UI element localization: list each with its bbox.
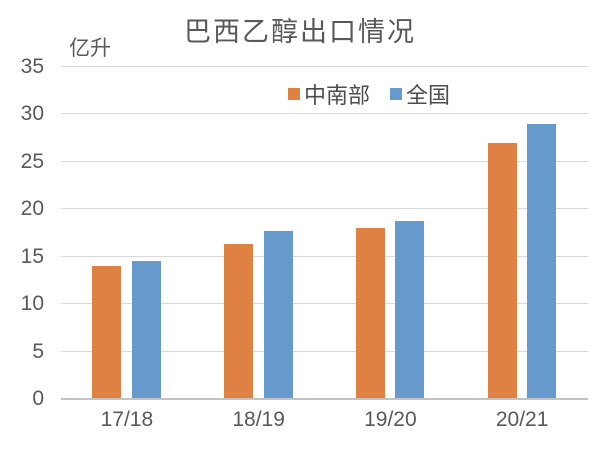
legend-label-national: 全国 bbox=[406, 83, 451, 108]
legend-label-central-south: 中南部 bbox=[304, 83, 371, 108]
gridline bbox=[61, 66, 588, 67]
y-tick-label: 0 bbox=[32, 387, 44, 410]
legend-item-central-south: 中南部 bbox=[288, 78, 370, 110]
gridline bbox=[61, 208, 588, 210]
x-tick-label: 19/20 bbox=[364, 408, 417, 431]
bar-national bbox=[263, 231, 293, 399]
bar-central-south bbox=[224, 244, 254, 399]
gridline bbox=[61, 113, 588, 115]
x-tick-label: 18/19 bbox=[232, 408, 285, 431]
plot-area bbox=[61, 66, 588, 400]
y-axis-unit-label: 亿升 bbox=[69, 36, 111, 60]
y-tick-label: 15 bbox=[20, 244, 44, 268]
legend: 中南部 全国 bbox=[288, 78, 450, 110]
x-axis-labels: 17/18 18/19 19/20 20/21 bbox=[61, 408, 588, 438]
bar-central-south bbox=[355, 228, 385, 399]
bar-central-south bbox=[92, 266, 122, 399]
y-tick-label: 30 bbox=[20, 102, 44, 126]
x-axis-baseline bbox=[61, 398, 588, 400]
bar-national bbox=[527, 123, 557, 399]
legend-swatch-national-icon bbox=[390, 88, 403, 100]
x-tick-label: 17/18 bbox=[100, 408, 154, 431]
gridline bbox=[61, 350, 588, 352]
gridline bbox=[61, 303, 588, 305]
x-tick-label: 20/21 bbox=[495, 408, 549, 431]
y-tick-label: 5 bbox=[32, 339, 44, 363]
bar-national bbox=[131, 261, 161, 399]
bar-central-south bbox=[487, 142, 517, 399]
y-tick-label: 35 bbox=[20, 55, 44, 78]
gridline bbox=[61, 160, 588, 162]
bar-national bbox=[395, 220, 425, 399]
chart-title: 巴西乙醇出口情况 bbox=[184, 17, 416, 47]
gridline bbox=[61, 255, 588, 257]
y-tick-label: 10 bbox=[20, 292, 44, 316]
legend-item-national: 全国 bbox=[390, 78, 450, 110]
legend-swatch-central-south-icon bbox=[288, 88, 300, 100]
y-axis-labels: 0 5 10 15 20 25 30 35 bbox=[0, 56, 48, 410]
y-tick-label: 20 bbox=[20, 197, 44, 221]
y-tick-label: 25 bbox=[20, 149, 44, 173]
